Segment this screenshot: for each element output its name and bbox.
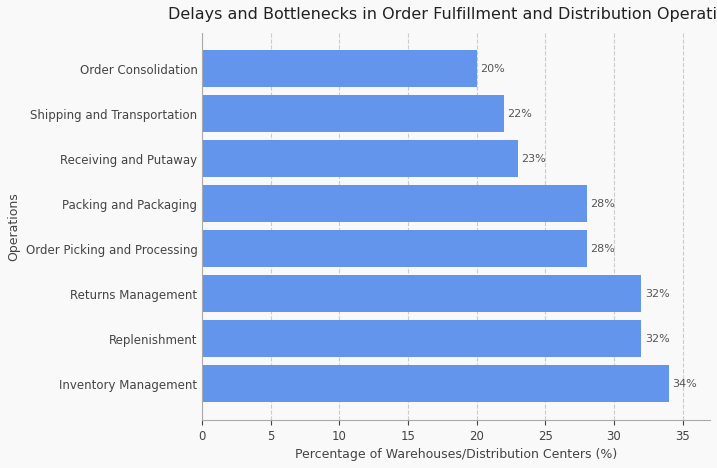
Text: 34%: 34% xyxy=(673,379,697,389)
Bar xyxy=(202,366,669,402)
Bar xyxy=(202,140,518,177)
Text: 22%: 22% xyxy=(508,109,533,119)
Bar xyxy=(202,230,587,267)
Bar xyxy=(202,51,477,88)
Text: 32%: 32% xyxy=(645,334,670,344)
Bar xyxy=(202,275,642,312)
Bar xyxy=(202,320,642,357)
Bar xyxy=(202,95,504,132)
Text: 28%: 28% xyxy=(590,199,615,209)
Title: Delays and Bottlenecks in Order Fulfillment and Distribution Operations: Delays and Bottlenecks in Order Fulfillm… xyxy=(168,7,717,22)
Text: 32%: 32% xyxy=(645,289,670,299)
Text: 23%: 23% xyxy=(521,154,546,164)
Text: 20%: 20% xyxy=(480,64,505,74)
Text: 28%: 28% xyxy=(590,244,615,254)
X-axis label: Percentage of Warehouses/Distribution Centers (%): Percentage of Warehouses/Distribution Ce… xyxy=(295,448,617,461)
Bar xyxy=(202,185,587,222)
Y-axis label: Operations: Operations xyxy=(7,192,20,261)
